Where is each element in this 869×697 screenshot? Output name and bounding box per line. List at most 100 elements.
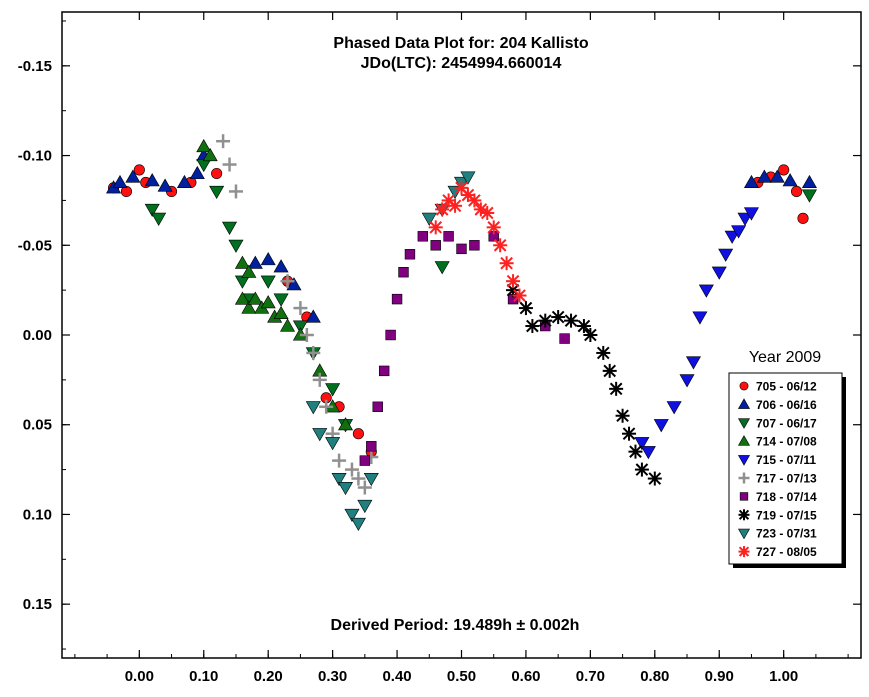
data-point [743,174,759,189]
data-point [352,428,364,440]
x-tick-label: 0.50 [447,668,476,685]
legend-label: 717 - 07/13 [756,472,817,486]
data-point [357,480,372,495]
legend-label: 715 - 07/11 [756,453,816,467]
data-point [791,185,803,197]
y-axis: -0.15 -0.10 -0.05 0.00 0.05 0.10 0.15 [18,20,861,650]
legend-marker [737,455,751,466]
data-point [666,401,682,415]
data-point [222,221,238,235]
legend-marker [738,509,750,521]
y-tick-label: -0.15 [18,58,52,75]
data-point [286,277,302,291]
data-point [711,266,727,280]
data-points [106,134,817,532]
data-point [737,212,753,226]
data-point [647,471,662,486]
legend-label: 705 - 06/12 [756,380,817,394]
legend-marker [737,418,751,429]
data-point [273,305,289,320]
data-point [260,252,276,266]
data-point [363,473,379,487]
data-point [133,164,145,176]
data-point [241,300,257,314]
data-point [247,255,263,269]
data-point [144,203,160,217]
data-point [430,240,441,251]
data-point [125,169,141,183]
data-point [337,481,354,496]
legend-label: 727 - 08/05 [756,545,817,559]
data-point [241,264,257,278]
legend-title: Year 2009 [749,349,821,366]
series-1 [106,147,817,323]
x-tick-label: 1.00 [769,668,798,685]
data-point [653,419,669,433]
data-point [391,293,403,305]
data-point [460,171,476,185]
data-point [305,401,321,415]
chart-subtitle: JDo(LTC): 2454994.660014 [361,55,562,72]
data-point [443,231,454,242]
data-point [351,471,366,486]
series-8 [305,171,476,532]
data-point [551,310,566,325]
data-point [157,178,173,192]
data-point [525,319,540,334]
data-point [398,266,409,278]
legend-marker [739,492,749,501]
data-point [312,428,328,442]
data-point [319,399,334,414]
data-point [350,517,366,532]
data-point [469,240,480,251]
data-point [189,165,205,180]
x-tick-label: 0.80 [640,668,669,685]
series-5 [216,134,379,495]
period-annotation: Derived Period: 19.489h ± 0.002h [331,617,580,634]
data-point [234,291,250,305]
data-point [576,319,591,334]
data-point [312,372,327,387]
data-point [228,239,244,253]
data-point [499,256,514,271]
data-point [306,345,321,360]
data-point [634,462,649,477]
legend-label: 718 - 07/14 [756,490,817,504]
data-point [559,333,570,344]
data-point [782,173,798,187]
data-point [583,328,598,342]
data-point [417,231,429,242]
data-point [112,174,128,189]
data-point [731,225,747,239]
data-point [222,157,237,172]
legend-marker [738,472,750,484]
y-tick-label: 0.00 [23,327,52,344]
data-point [679,374,695,388]
data-point [421,212,437,226]
data-point [602,363,617,378]
data-point [596,345,611,360]
x-tick-label: 0.00 [125,668,154,685]
data-point [622,426,637,441]
data-point [196,138,212,153]
data-point [332,453,347,468]
data-point [273,293,289,307]
data-point [366,441,377,452]
data-point [512,288,527,303]
x-tick-label: 0.30 [318,668,347,685]
data-point [801,174,817,189]
data-point [692,311,708,325]
data-point [378,365,390,377]
data-point [628,444,643,459]
data-point [211,167,223,180]
legend-label: 707 - 06/17 [756,416,817,430]
data-point [797,212,809,224]
legend-marker [738,546,750,558]
data-point [769,169,785,183]
legend-marker [737,398,751,409]
data-point [640,446,656,460]
data-point [615,408,630,423]
data-point [743,207,759,221]
data-point [260,275,276,289]
